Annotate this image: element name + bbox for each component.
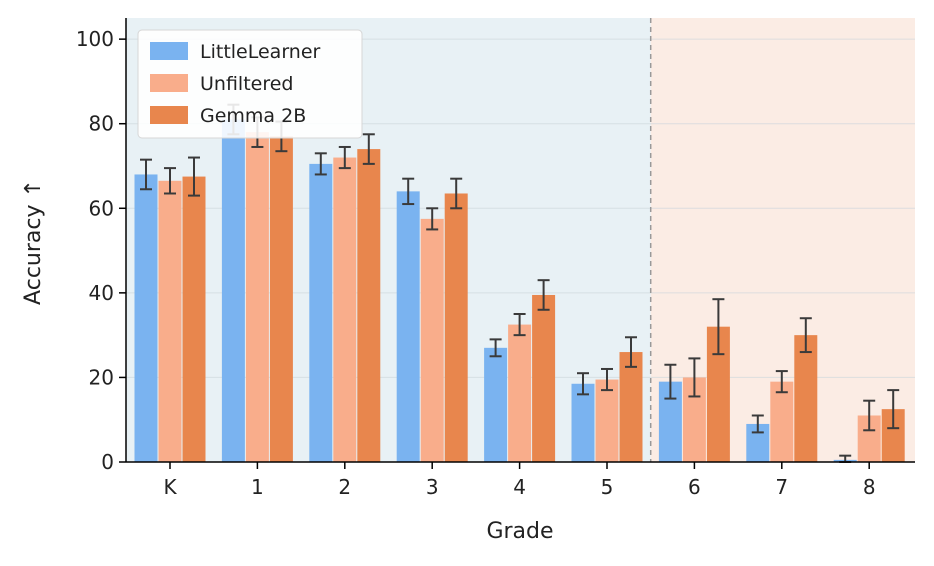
legend-swatch — [150, 42, 188, 60]
bar-unfiltered-7 — [770, 381, 794, 462]
bar-gemma-2b-1 — [269, 136, 293, 462]
bars — [134, 119, 905, 463]
legend-swatch — [150, 106, 188, 124]
x-tick-label: 1 — [251, 475, 264, 499]
x-tick-label: 4 — [513, 475, 526, 499]
bar-littlelearner-K — [134, 174, 158, 462]
bar-littlelearner-6 — [658, 381, 682, 462]
axes: 0 20 40 60 80 100 K 1 2 3 4 5 6 7 8 — [76, 18, 915, 499]
shaded-regions — [126, 18, 915, 462]
bar-unfiltered-K — [158, 180, 182, 463]
bar-littlelearner-5 — [571, 383, 595, 462]
bar-littlelearner-1 — [221, 119, 245, 462]
x-tick-label: 3 — [426, 475, 439, 499]
legend: LittleLearner Unfiltered Gemma 2B — [137, 29, 363, 139]
bar-littlelearner-3 — [396, 191, 420, 462]
legend-swatch — [150, 74, 188, 92]
bar-gemma-2b-2 — [357, 149, 381, 463]
bar-unfiltered-8 — [857, 415, 881, 462]
bar-unfiltered-4 — [508, 324, 532, 462]
bar-littlelearner-7 — [746, 423, 770, 462]
bar-gemma-2b-5 — [619, 352, 643, 462]
x-tick-label: 8 — [863, 475, 876, 499]
y-tick-label: 20 — [89, 365, 114, 389]
bar-gemma-2b-K — [182, 176, 206, 463]
legend-label: Unfiltered — [200, 73, 293, 95]
legend-box — [137, 29, 363, 139]
bar-gemma-2b-7 — [794, 335, 818, 462]
bar-unfiltered-2 — [333, 157, 357, 463]
bar-littlelearner-2 — [309, 163, 333, 462]
bar-gemma-2b-8 — [881, 409, 905, 462]
x-tick-label: K — [163, 475, 177, 499]
bar-unfiltered-6 — [682, 377, 706, 462]
x-axis-label: Grade — [486, 519, 553, 544]
bar-unfiltered-1 — [245, 132, 269, 462]
y-tick-label: 0 — [101, 450, 114, 474]
x-tick-label: 7 — [775, 475, 788, 499]
bar-gemma-2b-3 — [444, 193, 468, 462]
x-tick-label: 5 — [601, 475, 614, 499]
y-axis-label: Accuracy ↑ — [21, 179, 46, 305]
bar-gemma-2b-4 — [532, 294, 556, 462]
bar-littlelearner-4 — [484, 347, 508, 462]
y-tick-label: 60 — [89, 196, 114, 220]
y-tick-label: 80 — [89, 112, 114, 136]
x-tick-label: 2 — [338, 475, 351, 499]
bar-unfiltered-5 — [595, 379, 619, 462]
bar-gemma-2b-6 — [706, 326, 730, 462]
y-tick-label: 100 — [76, 27, 114, 51]
x-tick-label: 6 — [688, 475, 701, 499]
bar-unfiltered-3 — [420, 218, 444, 462]
y-tick-label: 40 — [89, 281, 114, 305]
legend-label: Gemma 2B — [200, 105, 306, 127]
legend-label: LittleLearner — [200, 41, 321, 63]
